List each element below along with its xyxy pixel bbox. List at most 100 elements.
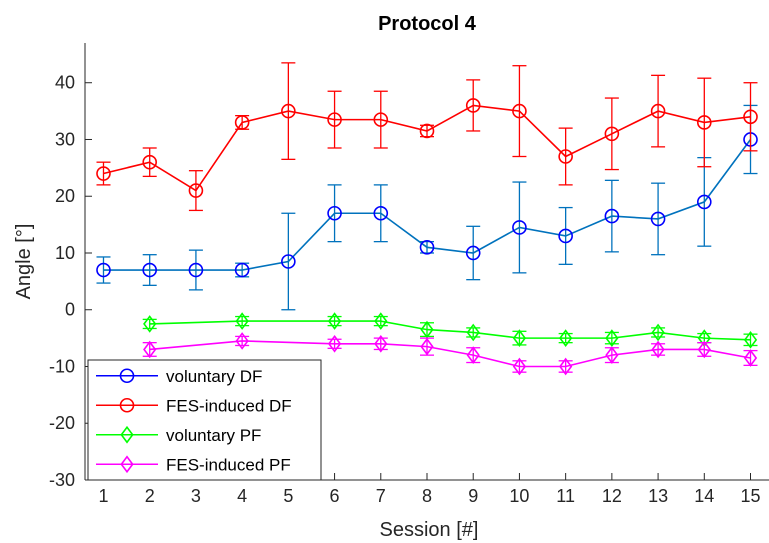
data-point — [605, 329, 619, 347]
chart-title: Protocol 4 — [378, 13, 477, 35]
legend: voluntary DF FES-induced DF voluntary PF FE… — [87, 359, 322, 481]
legend-label: voluntary DF — [166, 367, 262, 386]
x-tick-label: 3 — [191, 486, 201, 506]
legend-marker — [119, 397, 135, 413]
data-point — [465, 245, 481, 261]
series-line — [149, 320, 751, 341]
legend-entry: FES-induced DF — [96, 396, 292, 415]
data-point — [234, 115, 250, 130]
x-tick-label: 15 — [740, 486, 760, 506]
series-3 — [142, 312, 758, 349]
x-tick-label: 14 — [694, 486, 714, 506]
data-point — [234, 262, 250, 278]
data-point — [143, 340, 157, 359]
data-point — [604, 208, 620, 224]
data-point — [142, 154, 158, 170]
data-point — [512, 329, 527, 347]
x-tick-label: 13 — [648, 486, 668, 506]
x-tick-label: 9 — [468, 486, 478, 506]
data-point — [696, 115, 712, 130]
data-point — [373, 205, 389, 221]
data-point — [466, 323, 480, 342]
data-point — [465, 98, 481, 113]
x-axis-label: Session [#] — [380, 519, 479, 541]
y-tick-label: 30 — [55, 129, 75, 149]
series-1 — [96, 104, 758, 311]
data-point — [558, 228, 573, 244]
y-tick-label: 20 — [55, 186, 75, 206]
series-layer — [96, 62, 758, 376]
legend-entry: FES-induced PF — [96, 455, 291, 474]
series-line — [149, 340, 751, 368]
data-point — [235, 312, 249, 330]
data-point — [420, 337, 434, 356]
data-point — [327, 334, 342, 353]
data-point — [743, 109, 758, 125]
legend-marker — [120, 455, 134, 474]
x-tick-label: 8 — [422, 486, 432, 506]
x-tick-label: 5 — [283, 486, 293, 506]
data-point — [604, 126, 620, 142]
data-point — [235, 332, 249, 350]
x-axis-ticks: 1 2 3 4 5 6 7 8 9 10 11 12 13 14 15 — [98, 473, 761, 506]
data-point — [651, 340, 665, 359]
data-point — [96, 262, 111, 278]
data-point — [605, 346, 619, 364]
data-point — [327, 112, 342, 127]
y-tick-label: 10 — [55, 243, 75, 263]
data-point — [327, 312, 342, 330]
data-point — [143, 315, 157, 333]
x-tick-label: 4 — [237, 486, 247, 506]
y-tick-label: 40 — [55, 73, 75, 93]
data-point — [512, 357, 527, 376]
data-point — [559, 357, 573, 376]
data-point — [281, 103, 296, 119]
y-axis-label: Angle [°] — [13, 224, 35, 300]
x-tick-label: 7 — [376, 486, 386, 506]
x-tick-label: 2 — [145, 486, 155, 506]
data-point — [188, 262, 204, 278]
data-point — [327, 205, 342, 221]
legend-box — [87, 359, 322, 481]
data-point — [558, 149, 573, 164]
series-4 — [142, 332, 758, 376]
data-point — [281, 254, 296, 269]
legend-label: FES-induced DF — [166, 396, 292, 415]
data-point — [419, 123, 435, 139]
data-point — [188, 183, 204, 198]
legend-entry: voluntary PF — [96, 426, 261, 445]
data-point — [419, 240, 435, 255]
data-point — [512, 103, 527, 119]
legend-label: FES-induced PF — [166, 455, 291, 474]
legend-marker — [119, 368, 135, 384]
series-2 — [96, 62, 758, 212]
legend-entry: voluntary DF — [96, 367, 262, 386]
data-point — [374, 334, 388, 353]
data-point — [373, 112, 389, 127]
data-point — [512, 220, 527, 235]
legend-marker — [120, 425, 134, 444]
x-tick-label: 10 — [509, 486, 529, 506]
x-tick-label: 12 — [602, 486, 622, 506]
data-point — [142, 262, 158, 278]
x-tick-label: 11 — [556, 486, 575, 506]
data-point — [420, 320, 434, 339]
y-axis-ticks: -30 -20 -10 0 10 20 30 40 — [49, 73, 92, 490]
legend-label: voluntary PF — [166, 426, 261, 445]
data-point — [650, 211, 666, 227]
y-tick-label: 0 — [65, 300, 75, 320]
data-point — [466, 346, 480, 364]
data-point — [96, 166, 111, 181]
data-point — [697, 340, 711, 359]
y-tick-label: -20 — [49, 413, 75, 433]
data-point — [696, 194, 712, 210]
data-point — [743, 349, 758, 367]
y-tick-label: -30 — [49, 470, 75, 490]
data-point — [651, 323, 665, 342]
data-point — [743, 330, 758, 349]
y-tick-label: -10 — [49, 356, 75, 376]
data-point — [559, 329, 573, 347]
x-tick-label: 6 — [330, 486, 340, 506]
data-point — [650, 103, 666, 119]
